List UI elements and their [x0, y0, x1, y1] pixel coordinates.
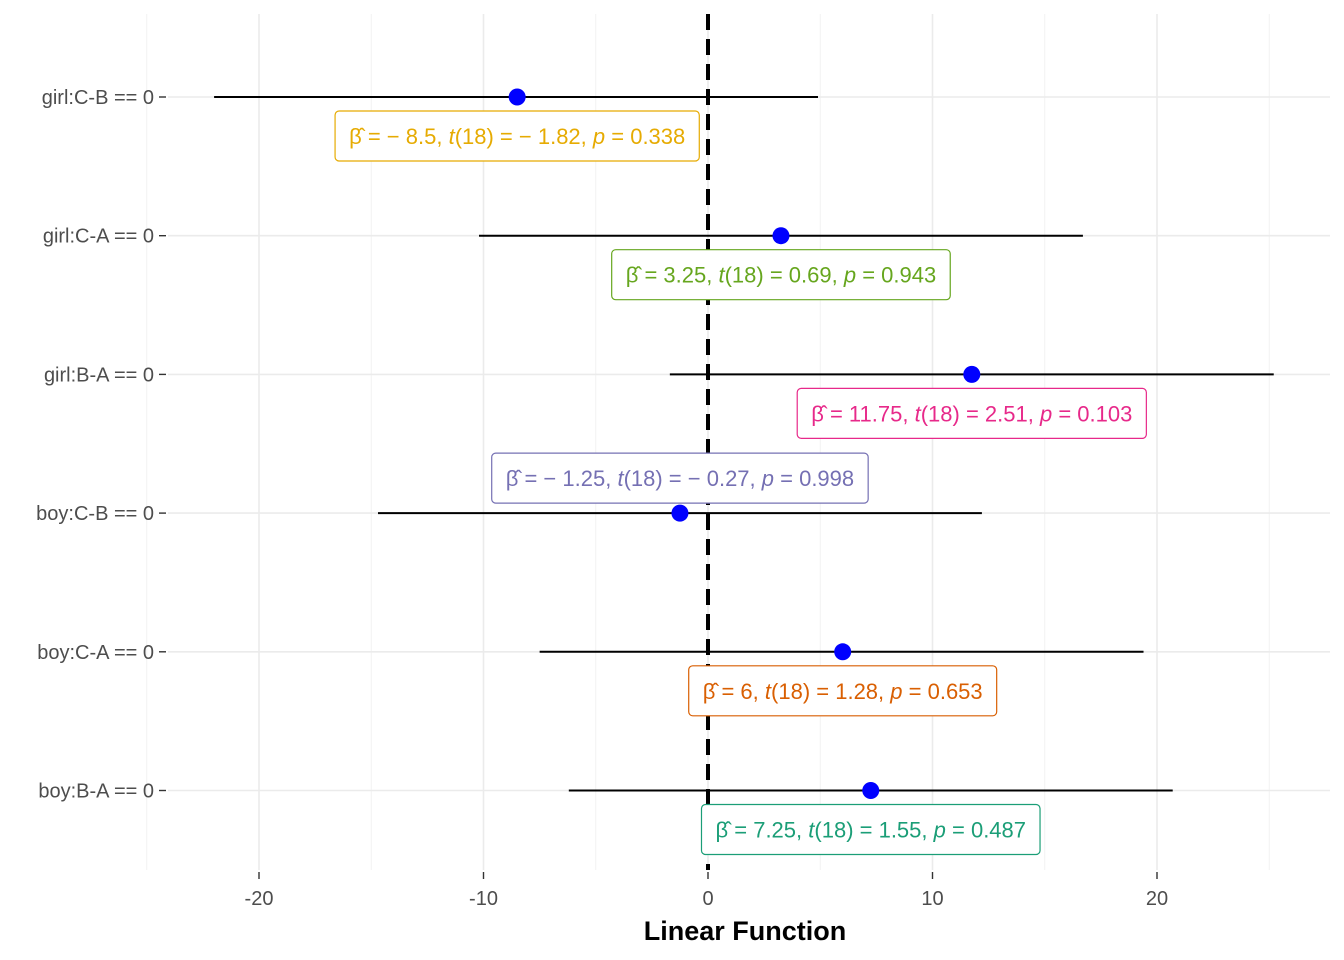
estimate-label: β̂ = 6, t(18) = 1.28, p = 0.653 [688, 665, 998, 717]
label-text: β̂ = − 8.5, t(18) = − 1.82, p = 0.338 [349, 124, 685, 149]
estimate-point [834, 643, 852, 661]
estimate-points [508, 88, 981, 799]
x-tick-label: -20 [245, 888, 274, 910]
estimate-labels: β̂ = − 8.5, t(18) = − 1.82, p = 0.338 β̂ … [334, 110, 1147, 856]
estimate-point [963, 365, 981, 383]
label-text: β̂ = 7.25, t(18) = 1.55, p = 0.487 [715, 818, 1026, 843]
estimate-point [508, 88, 526, 106]
label-box [688, 665, 998, 717]
estimate-label: β̂ = − 1.25, t(18) = − 0.27, p = 0.998 [491, 452, 869, 504]
x-tick-label: 0 [702, 888, 713, 910]
estimate-point [772, 227, 790, 245]
estimate-label: β̂ = 7.25, t(18) = 1.55, p = 0.487 [700, 803, 1041, 856]
label-text: β̂ = 3.25, t(18) = 0.69, p = 0.943 [626, 263, 937, 288]
estimate-label: β̂ = 3.25, t(18) = 0.69, p = 0.943 [611, 249, 951, 301]
estimate-label: β̂ = 11.75, t(18) = 2.51, p = 0.103 [796, 387, 1147, 439]
x-tick-label: -10 [469, 888, 498, 910]
label-box [491, 452, 869, 504]
estimate-label: β̂ = − 8.5, t(18) = − 1.82, p = 0.338 [334, 110, 700, 162]
label-text: β̂ = 6, t(18) = 1.28, p = 0.653 [703, 679, 983, 704]
label-box [611, 249, 951, 301]
grid-layer [146, 14, 1330, 870]
estimate-point [671, 504, 689, 522]
label-box [700, 803, 1041, 856]
y-tick-label: boy:C-A == 0 [37, 642, 154, 664]
y-axis-ticks: girl:C-B == 0 girl:C-A == 0 girl:B-A == 0 b… [36, 87, 166, 803]
label-box [796, 387, 1147, 439]
label-text: β̂ = 11.75, t(18) = 2.51, p = 0.103 [811, 401, 1132, 426]
y-tick-label: boy:B-A == 0 [38, 781, 154, 803]
label-box [334, 110, 700, 162]
x-axis-title: Linear Function [644, 916, 847, 946]
x-tick-label: 10 [921, 888, 943, 910]
y-tick-label: girl:C-B == 0 [42, 87, 154, 109]
y-tick-label: girl:C-A == 0 [43, 226, 154, 248]
x-axis-ticks: -20 -10 0 10 20 [245, 872, 1168, 910]
label-text: β̂ = − 1.25, t(18) = − 0.27, p = 0.998 [506, 466, 854, 491]
x-tick-label: 20 [1146, 888, 1168, 910]
y-tick-label: boy:C-B == 0 [36, 503, 154, 525]
y-tick-label: girl:B-A == 0 [44, 364, 154, 386]
estimate-point [862, 782, 880, 799]
